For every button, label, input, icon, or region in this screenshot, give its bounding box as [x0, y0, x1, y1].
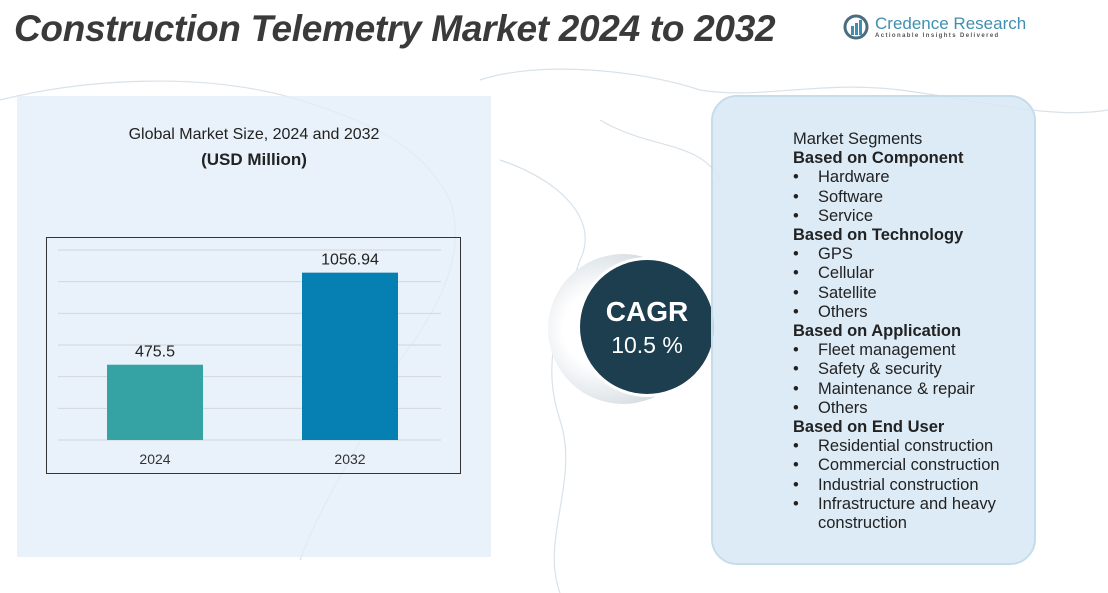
segment-item: Commercial construction: [793, 456, 1028, 475]
segment-item: Safety & security: [793, 360, 1028, 379]
segment-item: Software: [793, 188, 1028, 207]
x-tick-label: 2024: [139, 451, 170, 467]
chart-subtitle: (USD Million): [201, 150, 307, 169]
segment-item: Maintenance & repair: [793, 380, 1028, 399]
x-tick-label: 2032: [334, 451, 365, 467]
segment-item: Fleet management: [793, 341, 1028, 360]
segment-item: Others: [793, 303, 1028, 322]
logo-bar-chart-icon: [843, 14, 869, 40]
bar-chart: 475.5 2024 1056.94 2032: [58, 249, 441, 467]
segment-item: Cellular: [793, 264, 1028, 283]
bar-2032: [302, 272, 398, 440]
bar-2024: [107, 364, 203, 440]
segment-item: Others: [793, 399, 1028, 418]
chart-frame: [46, 237, 461, 474]
segment-item: Service: [793, 207, 1028, 226]
segment-group-title: Based on Technology: [793, 226, 964, 245]
segment-group-title: Based on End User: [793, 418, 945, 437]
chart-title: Global Market Size, 2024 and 2032: [128, 126, 380, 143]
cagr-label: CAGR: [605, 296, 689, 327]
segment-item: Industrial construction: [793, 476, 1028, 495]
segment-item: GPS: [793, 245, 1028, 264]
cagr-badge: CAGR 10.5 %: [577, 257, 717, 397]
market-segments-list: Market Segments Based on ComponentHardwa…: [793, 130, 1028, 533]
segments-heading: Market Segments: [793, 130, 923, 148]
segment-group-title: Based on Component: [793, 149, 964, 168]
segment-group-title: Based on Application: [793, 322, 962, 341]
page-title: Construction Telemetry Market 2024 to 20…: [14, 8, 776, 49]
logo-tagline: Actionable Insights Delivered: [875, 33, 1000, 39]
data-label: 1056.94: [321, 252, 379, 269]
segment-item: Hardware: [793, 168, 1028, 187]
segment-item: Residential construction: [793, 437, 1028, 456]
cagr-value: 10.5 %: [611, 332, 683, 358]
market-size-panel: [17, 96, 491, 557]
data-label: 475.5: [135, 344, 175, 361]
segment-item: Satellite: [793, 284, 1028, 303]
credence-research-logo: Credence Research Actionable Insights De…: [843, 14, 1026, 40]
logo-name: Credence Research: [875, 14, 1027, 33]
segment-item: Infrastructure and heavy construction: [793, 495, 1028, 533]
